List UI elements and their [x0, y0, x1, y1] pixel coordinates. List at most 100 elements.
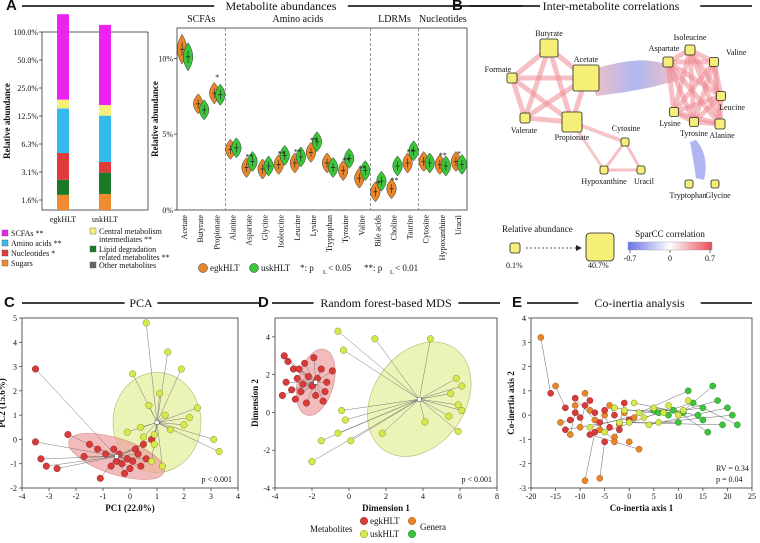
- pca-point-usk: [180, 421, 188, 429]
- panel-e-title: Co-inertia analysis: [594, 296, 685, 310]
- coinertia-link: [619, 422, 723, 426]
- coinertia-point-usk-metabolite: [640, 414, 648, 421]
- mds-spoke: [337, 398, 420, 434]
- sparcc-tick-label: 0: [668, 254, 672, 263]
- pca-point-usk: [145, 401, 153, 409]
- stat-legend-1b: < 0.05: [328, 263, 352, 273]
- network-label-Uracil: Uracil: [634, 177, 655, 186]
- stat-legend-1: *: p: [300, 263, 314, 273]
- mds-xtick-label: 0: [347, 492, 351, 501]
- mds-point-usk: [452, 374, 460, 382]
- violin-xtick-label: Choline: [390, 215, 399, 241]
- violin-ytick-label: 5%: [162, 130, 173, 139]
- network-node-Cytosine: [620, 137, 630, 147]
- coinertia-point-usk-genera: [719, 421, 726, 429]
- pca-point-egk: [121, 469, 129, 477]
- legend-egk-met-dot: [360, 517, 369, 526]
- network-edge: [546, 45, 575, 125]
- network-node-Valerate: [519, 112, 531, 124]
- panel-a-title: Metabolite abundances: [226, 0, 337, 13]
- coinertia-link: [688, 400, 738, 426]
- rel-small-square: [509, 242, 521, 254]
- violin-significance: **: [294, 148, 302, 157]
- stacked-ytick-label: 50.0%: [17, 56, 38, 65]
- legend-metabolites: Metabolites: [310, 524, 353, 534]
- mds-point-egk: [280, 352, 288, 360]
- coinertia-point-egk-genera: [625, 438, 633, 446]
- mds-point-usk: [458, 407, 466, 415]
- coinertia-point-egk-genera: [581, 477, 589, 485]
- violin-xtick-label: Tryptophan: [325, 215, 334, 252]
- mds-spoke: [311, 399, 420, 462]
- pca-point-egk: [139, 440, 147, 448]
- mds-spoke: [382, 399, 420, 434]
- pca-point-usk: [142, 319, 150, 327]
- violin-xtick-label: Leucine: [293, 215, 302, 241]
- pca-point-egk: [85, 440, 93, 448]
- mds-point-usk: [458, 382, 466, 390]
- violin-xtick-label: Isoleucine: [277, 215, 286, 248]
- coinertia-point-usk-metabolite: [675, 411, 682, 419]
- mds-pvalue: p < 0.001: [461, 475, 492, 484]
- mds-spoke: [345, 398, 420, 421]
- coinertia-xtick-label: 20: [723, 492, 731, 501]
- coinertia-point-usk-metabolite: [645, 421, 653, 429]
- coinertia-point-egk-metabolite: [576, 414, 584, 421]
- stacked-legend-swatch: [1, 249, 9, 257]
- mds-spoke: [341, 398, 420, 411]
- pca-ytick-label: 2: [13, 387, 17, 396]
- network-node-Lysine: [669, 107, 679, 117]
- pca-point-egk: [129, 457, 137, 465]
- stacked-legend-swatch: [89, 245, 97, 253]
- mds-point-egk: [317, 365, 325, 373]
- mds-point-egk: [284, 357, 292, 365]
- mds-point-egk: [328, 367, 336, 375]
- network-node-Uracil: [636, 165, 646, 175]
- stacked-ytick-label: 12.5%: [17, 112, 38, 121]
- sparcc-colorbar: [627, 241, 713, 251]
- legend-usk-met-label: uskHLT: [370, 529, 400, 539]
- mds-spoke: [419, 338, 431, 400]
- coinertia-point-usk-genera: [670, 406, 677, 414]
- coinertia-point-egk-metabolite: [562, 404, 569, 412]
- stacked-legend-swatch: [89, 227, 97, 235]
- stacked-legend-label: Central metabolism: [99, 227, 163, 236]
- coinertia-xtick-label: -20: [526, 492, 537, 501]
- mds-point-usk: [339, 346, 347, 354]
- coinertia-point-egk-genera: [635, 445, 643, 453]
- coinertia-xtick-label: -10: [575, 492, 586, 501]
- mds-point-usk: [421, 418, 429, 426]
- mds-xlabel: Dimension 1: [362, 503, 410, 513]
- coinertia-xtick-label: 10: [674, 492, 682, 501]
- mds-spoke: [419, 399, 450, 417]
- coinertia-point-usk-genera: [709, 382, 717, 390]
- coinertia-point-usk-metabolite: [684, 397, 692, 404]
- coinertia-point-egk-metabolite: [621, 399, 628, 407]
- violin-xtick-label: Tyrosine: [341, 215, 350, 243]
- pca-ytick-label: 1: [13, 411, 17, 420]
- network-edge: [665, 59, 697, 125]
- network-node-Isoleucine: [684, 44, 696, 56]
- pca-point-egk: [53, 465, 61, 473]
- violin-significance: **: [358, 164, 366, 173]
- legend-usk-label: uskHLT: [261, 263, 291, 273]
- network-label-Glycine: Glycine: [705, 191, 731, 200]
- pca-spoke: [156, 407, 198, 423]
- coinertia-link: [570, 412, 576, 435]
- coinertia-point-usk-metabolite: [655, 419, 662, 426]
- mds-point-egk: [295, 365, 303, 373]
- pca-point-egk: [37, 455, 45, 463]
- network-label-Acetate: Acetate: [574, 55, 599, 64]
- mds-ytick-label: -2: [263, 446, 270, 455]
- coinertia-point-egk-genera: [557, 419, 564, 426]
- stacked-bar-egkHLT-5: [57, 14, 69, 100]
- coinertia-point-egk-metabolite: [581, 402, 589, 409]
- pca-point-usk: [161, 411, 169, 419]
- coinertia-point-usk-genera: [714, 397, 721, 404]
- pca-ytick-label: -2: [10, 484, 17, 493]
- violin-significance: **: [439, 151, 447, 160]
- mds-point-egk: [282, 378, 290, 386]
- pca-point-usk: [137, 423, 145, 431]
- network-edge: [671, 59, 717, 115]
- coinertia-rv: RV = 0.34: [716, 464, 749, 473]
